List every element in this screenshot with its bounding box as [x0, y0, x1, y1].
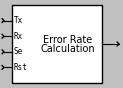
- Text: Tx: Tx: [14, 16, 23, 25]
- Text: Se: Se: [14, 47, 23, 56]
- Text: Rx: Rx: [14, 32, 23, 41]
- Text: Rst: Rst: [14, 63, 28, 72]
- Text: Error Rate: Error Rate: [43, 35, 92, 45]
- Bar: [12, 5, 102, 83]
- Text: Calculation: Calculation: [40, 44, 95, 54]
